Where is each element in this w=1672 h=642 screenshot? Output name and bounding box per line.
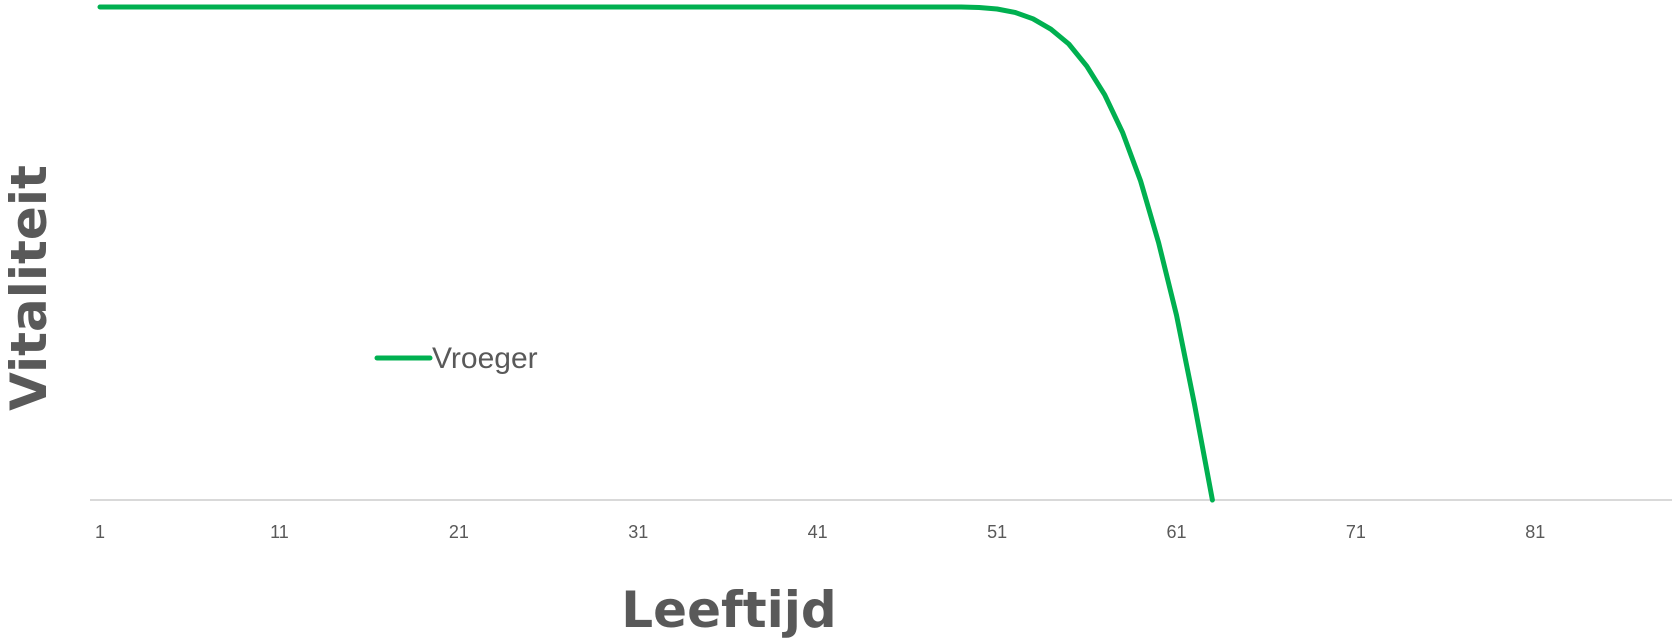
x-tick-label-81: 81 bbox=[1525, 522, 1545, 542]
x-tick-label-51: 51 bbox=[987, 522, 1007, 542]
x-tick-labels: 1 11 21 31 41 51 61 71 81 bbox=[95, 522, 1545, 542]
x-tick-label-31: 31 bbox=[628, 522, 648, 542]
x-tick-label-21: 21 bbox=[449, 522, 469, 542]
legend-label-vroeger: Vroeger bbox=[432, 342, 538, 375]
x-axis-title: Leeftijd bbox=[621, 581, 836, 639]
x-tick-label-61: 61 bbox=[1166, 522, 1186, 542]
y-axis-title: Vitaliteit bbox=[0, 165, 58, 411]
series-line-vroeger bbox=[97, 4, 1215, 503]
x-tick-label-71: 71 bbox=[1346, 522, 1366, 542]
legend: Vroeger bbox=[374, 342, 538, 375]
x-tick-label-11: 11 bbox=[270, 522, 289, 542]
x-tick-label-41: 41 bbox=[808, 522, 828, 542]
series-group bbox=[97, 4, 1215, 503]
x-tick-label-1: 1 bbox=[95, 522, 105, 542]
